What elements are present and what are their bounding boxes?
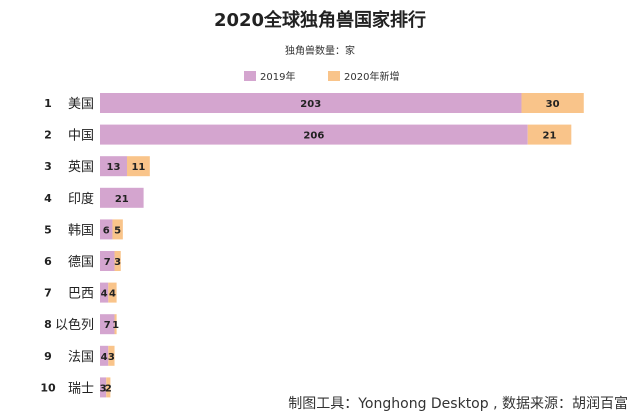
rank-label: 4 xyxy=(44,192,52,205)
data-label-2019: 21 xyxy=(115,194,129,205)
bar-2020-new xyxy=(108,345,115,366)
bar-2019 xyxy=(100,124,528,145)
category-label: 中国 xyxy=(68,129,94,144)
data-label-2020-new: 5 xyxy=(114,225,121,236)
chart-subtitle: 独角兽数量：家 xyxy=(285,46,355,57)
bar-2019 xyxy=(100,219,113,240)
rank-label: 7 xyxy=(44,287,52,300)
data-label-2019: 13 xyxy=(107,162,121,173)
category-label: 以色列 xyxy=(55,317,94,333)
data-label-2020-new: 3 xyxy=(108,352,115,363)
data-label-2019: 203 xyxy=(300,99,321,110)
data-label-2020-new: 21 xyxy=(543,131,557,142)
rank-label: 1 xyxy=(44,97,52,110)
data-label-2019: 4 xyxy=(101,289,108,300)
legend-swatch-2020-new xyxy=(328,70,340,81)
category-label: 巴西 xyxy=(68,287,94,302)
bar-2019 xyxy=(100,93,522,113)
legend: 2019年 2020年新增 xyxy=(0,68,640,83)
bar-2020-new xyxy=(112,219,123,240)
data-label-2019: 206 xyxy=(303,131,324,142)
category-label: 瑞士 xyxy=(68,381,94,396)
bar-2019 xyxy=(100,187,144,208)
data-label-2020-new: 30 xyxy=(546,99,560,110)
category-label: 德国 xyxy=(68,255,94,270)
bar-2020-new xyxy=(521,93,584,113)
chart-title: 2020全球独角兽国家排行 xyxy=(213,10,427,31)
data-label-2020-new: 2 xyxy=(105,383,112,394)
data-label-2020-new: 11 xyxy=(131,162,145,173)
data-label-2019: 3 xyxy=(100,383,107,394)
rank-label: 2 xyxy=(44,129,52,142)
rank-label: 9 xyxy=(44,350,52,363)
legend-swatch-2019 xyxy=(244,70,256,81)
data-label-2019: 4 xyxy=(101,352,108,363)
source-note: 制图工具：Yonghong Desktop , 数据来源：胡润百富 xyxy=(288,396,628,412)
category-label: 美国 xyxy=(68,97,94,112)
data-label-2019: 7 xyxy=(104,257,111,268)
category-label: 英国 xyxy=(68,160,94,175)
rank-label: 5 xyxy=(44,223,52,236)
legend-label-2020-new: 2020年新增 xyxy=(344,72,400,83)
data-label-2020-new: 3 xyxy=(114,257,121,268)
rank-label: 10 xyxy=(40,381,56,394)
bar-2019 xyxy=(100,251,115,271)
rank-label: 8 xyxy=(44,318,52,331)
data-label-2020-new: 4 xyxy=(109,289,116,300)
bar-2019 xyxy=(100,156,127,177)
category-label: 韩国 xyxy=(68,223,94,238)
bar-2019 xyxy=(100,314,115,335)
category-label: 法国 xyxy=(68,350,94,365)
data-label-2019: 6 xyxy=(103,225,110,236)
bar-2020-new xyxy=(114,251,121,271)
bar-2019 xyxy=(100,345,109,366)
bar-2020-new xyxy=(106,377,111,398)
legend-item-2019: 2019年 xyxy=(244,68,295,83)
category-label: 印度 xyxy=(68,191,94,207)
bar-2020-new xyxy=(126,156,150,177)
bar-2019 xyxy=(100,377,107,398)
bar-2020-new xyxy=(114,314,117,335)
bar-2020-new xyxy=(527,124,572,145)
data-label-2019: 7 xyxy=(104,320,111,331)
legend-item-2020-new: 2020年新增 xyxy=(328,68,399,83)
bar-2019 xyxy=(100,282,109,303)
legend-label-2019: 2019年 xyxy=(260,72,296,83)
bar-2020-new xyxy=(108,282,117,303)
rank-label: 3 xyxy=(44,160,52,173)
data-label-2020-new: 1 xyxy=(112,320,119,331)
rank-label: 6 xyxy=(44,255,52,268)
